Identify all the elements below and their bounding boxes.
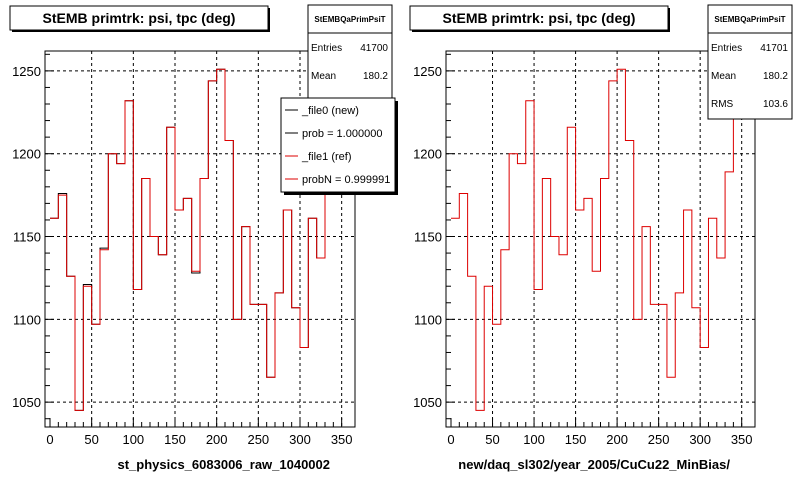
y-tick-label: 1200 (12, 147, 41, 162)
x-tick-label: 200 (606, 432, 628, 447)
right-histogram-panel: 0 50 100 150 200 250 300 350 1050 1100 1150 1200 125… (409, 4, 793, 472)
legend-entry-3: probN = 0.999991 (302, 174, 390, 186)
chart-title: StEMB primtrk: psi, tpc (deg) (43, 10, 236, 26)
legend-entry-0: _file0 (new) (301, 105, 359, 117)
y-tick-label: 1150 (414, 230, 442, 245)
chart-title: StEMB primtrk: psi, tpc (deg) (443, 10, 636, 26)
x-tick-label: 150 (164, 432, 186, 447)
title-box (9, 5, 269, 31)
x-tick-label: 0 (46, 432, 53, 447)
stats-label-mean: Mean (711, 71, 736, 82)
x-tick-label: 350 (331, 432, 353, 447)
stats-value-entries: 41701 (760, 43, 788, 54)
y-tick-label: 1050 (12, 395, 41, 410)
y-tick-label: 1100 (414, 312, 442, 327)
x-tick-label: 100 (122, 432, 144, 447)
title-box (409, 5, 669, 31)
y-tick-label: 1250 (12, 64, 41, 79)
stats-label-mean: Mean (311, 71, 336, 82)
x-axis-label: st_physics_6083006_raw_1040002 (117, 457, 330, 472)
histogram-series-line-0 (451, 68, 750, 411)
x-axis-label: new/daq_sl302/year_2005/CuCu22_MinBias/ (458, 457, 730, 472)
y-tick-label: 1100 (13, 312, 41, 327)
y-tick-label: 1150 (13, 230, 41, 245)
stats-label-entries: Entries (311, 43, 342, 54)
left-histogram-panel: 0 50 100 150 200 250 300 350 1050 1100 1150 1200 125… (9, 4, 398, 472)
legend-entry-2: _file1 (ref) (301, 151, 352, 163)
stats-value-mean: 180.2 (363, 71, 388, 82)
x-tick-label: 50 (84, 432, 98, 447)
y-tick-label: 1050 (413, 395, 442, 410)
x-tick-label: 250 (247, 432, 269, 447)
legend-entry-1: prob = 1.000000 (302, 128, 382, 140)
x-tick-label: 100 (523, 432, 545, 447)
x-tick-label: 50 (485, 432, 499, 447)
x-tick-label: 350 (731, 432, 753, 447)
stats-value-rms: 103.6 (763, 99, 788, 110)
stats-box (707, 4, 793, 120)
x-tick-label: 0 (447, 432, 454, 447)
stats-value-mean: 180.2 (763, 71, 788, 82)
legend-box (280, 97, 396, 193)
stats-name: StEMBQaPrimPsiT (314, 15, 385, 24)
y-tick-label: 1200 (413, 147, 442, 162)
stats-name: StEMBQaPrimPsiT (714, 15, 785, 24)
x-tick-label: 200 (206, 432, 228, 447)
stats-label-entries: Entries (711, 43, 742, 54)
x-tick-label: 250 (648, 432, 670, 447)
x-tick-label: 150 (565, 432, 587, 447)
y-tick-label: 1250 (413, 64, 442, 79)
stats-value-entries: 41700 (360, 43, 388, 54)
x-tick-label: 300 (689, 432, 711, 447)
histogram-series-line-1 (50, 68, 350, 411)
stats-label-rms: RMS (711, 99, 734, 110)
x-tick-label: 300 (289, 432, 311, 447)
